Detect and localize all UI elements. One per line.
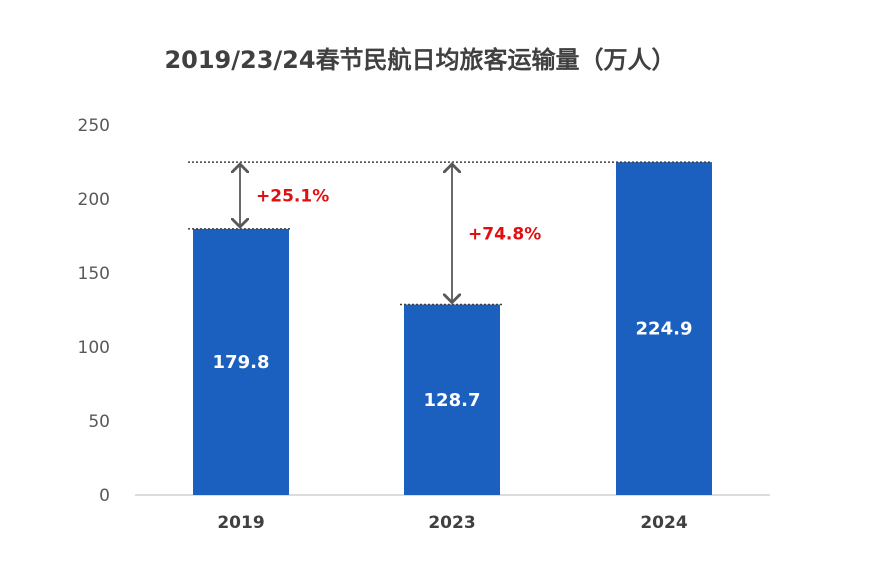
y-tick-label: 150 — [78, 264, 110, 284]
chart-title: 2019/23/24春节民航日均旅客运输量（万人） — [164, 46, 676, 74]
bar-2019 — [193, 228, 289, 495]
y-tick-label: 100 — [78, 338, 110, 358]
plot-area: 0 50 100 150 200 250 179.8 2019 128.7 2023 224.9 20… — [78, 116, 770, 533]
data-label-2019: 179.8 — [213, 352, 270, 373]
growth-label-2023: +74.8% — [468, 224, 541, 244]
y-tick-label: 200 — [78, 190, 110, 210]
x-tick-label-2024: 2024 — [640, 513, 687, 533]
bar-2023 — [404, 304, 500, 495]
bar-2024 — [616, 162, 712, 495]
y-tick-label: 50 — [88, 412, 110, 432]
x-tick-label-2019: 2019 — [217, 513, 264, 533]
growth-label-2019: +25.1% — [256, 187, 329, 207]
x-tick-label-2023: 2023 — [428, 513, 475, 533]
data-label-2023: 128.7 — [424, 390, 481, 411]
y-tick-label: 0 — [99, 486, 110, 506]
y-tick-label: 250 — [78, 116, 110, 136]
data-label-2024: 224.9 — [636, 319, 693, 340]
